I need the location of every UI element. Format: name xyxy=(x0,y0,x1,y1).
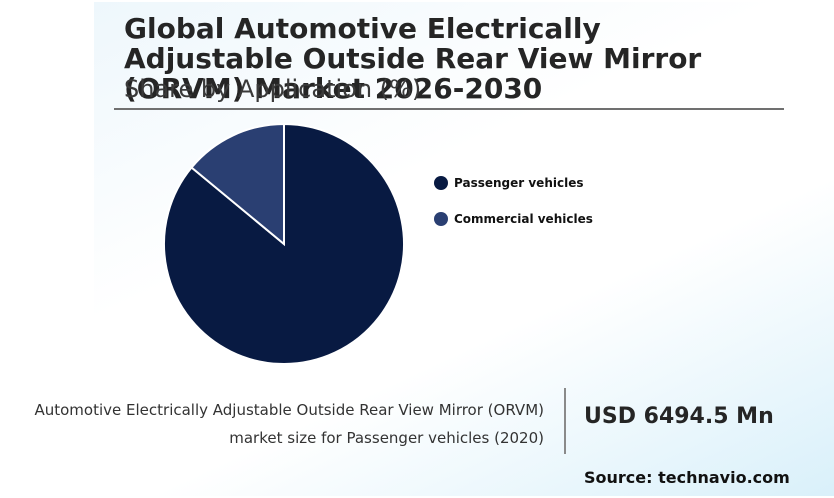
legend-swatch-commercial-vehicles xyxy=(434,212,448,226)
legend: Passenger vehicles Commercial vehicles xyxy=(434,172,593,244)
legend-item-passenger-vehicles: Passenger vehicles xyxy=(434,172,593,194)
title-divider xyxy=(114,108,784,110)
chart-title: Global Automotive Electrically Adjustabl… xyxy=(124,12,702,105)
legend-label-passenger-vehicles: Passenger vehicles xyxy=(454,176,584,190)
legend-swatch-passenger-vehicles xyxy=(434,176,448,190)
legend-label-commercial-vehicles: Commercial vehicles xyxy=(454,212,593,226)
market-size-value: USD 6494.5 Mn xyxy=(584,404,774,429)
legend-item-commercial-vehicles: Commercial vehicles xyxy=(434,208,593,230)
chart-subtitle: Share by Application (%) xyxy=(124,75,422,103)
source-credit: Source: technavio.com xyxy=(584,468,790,487)
caption-line-2: market size for Passenger vehicles (2020… xyxy=(229,429,544,447)
pie-chart xyxy=(163,122,405,365)
market-size-caption: Automotive Electrically Adjustable Outsi… xyxy=(34,396,544,452)
value-divider xyxy=(564,388,566,454)
caption-line-1: Automotive Electrically Adjustable Outsi… xyxy=(34,401,544,419)
pie-slice-commercial-vehicles xyxy=(190,122,285,247)
